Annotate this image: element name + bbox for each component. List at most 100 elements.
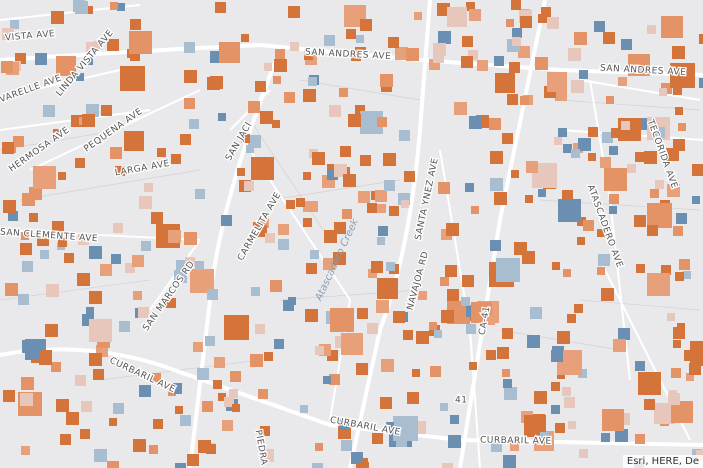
parcel-marker (609, 146, 618, 155)
parcel-marker (52, 221, 64, 233)
parcel-marker (465, 183, 474, 192)
parcel-marker (534, 391, 547, 404)
parcel-marker (638, 372, 661, 395)
parcel-marker (530, 307, 542, 319)
parcel-marker (647, 203, 672, 228)
parcel-marker (618, 77, 627, 86)
parcel-marker (329, 105, 341, 117)
parcel-marker (654, 403, 675, 424)
parcel-marker (673, 327, 685, 339)
parcel-marker (416, 331, 429, 344)
parcel-marker (671, 368, 681, 378)
parcel-marker (13, 136, 24, 147)
parcel-marker (647, 25, 656, 34)
parcel-marker (124, 131, 144, 151)
parcel-marker (351, 452, 363, 464)
parcel-marker (139, 196, 152, 209)
parcel-marker (296, 198, 305, 207)
parcel-marker (306, 263, 317, 274)
parcel-marker (356, 363, 368, 375)
parcel-marker (258, 389, 268, 399)
parcel-marker (692, 196, 700, 204)
parcel-marker (101, 105, 112, 116)
parcel-marker (635, 434, 645, 444)
parcel-marker (278, 239, 289, 250)
parcel-marker (157, 148, 166, 157)
parcel-marker (180, 134, 191, 145)
parcel-marker (613, 339, 626, 352)
parcel-marker (232, 404, 240, 412)
parcel-marker (673, 226, 683, 236)
parcel-marker (229, 389, 238, 398)
parcel-marker (312, 152, 325, 165)
parcel-marker (504, 387, 517, 400)
parcel-marker (153, 419, 163, 429)
parcel-marker (520, 96, 529, 105)
parcel-marker (274, 339, 284, 349)
parcel-marker (552, 262, 560, 270)
attribution: Esri, HERE, De (622, 455, 703, 468)
parcel-marker (221, 215, 232, 226)
parcel-marker (661, 16, 683, 38)
parcel-marker (588, 153, 596, 161)
parcel-marker (264, 63, 272, 71)
parcel-marker (60, 434, 71, 445)
street-label: SAN CLEMENTE AVE (0, 228, 98, 245)
parcel-marker (564, 397, 575, 408)
parcel-marker (5, 283, 18, 296)
parcel-marker (627, 164, 636, 173)
parcel-marker (522, 251, 535, 264)
parcel-marker (51, 11, 64, 24)
parcel-marker (274, 59, 287, 72)
parcel-marker (471, 206, 479, 214)
parcel-marker (360, 111, 383, 134)
parcel-marker (650, 189, 659, 198)
parcel-marker (75, 158, 85, 168)
parcel-marker (1, 61, 13, 73)
street-label: SAN ANDRES AVE (305, 48, 392, 63)
parcel-marker (237, 168, 245, 176)
parcel-marker (250, 354, 263, 367)
parcel-marker (571, 80, 584, 93)
parcel-marker (621, 121, 630, 130)
parcel-marker (315, 443, 323, 451)
parcel-marker (396, 436, 407, 447)
parcel-marker (37, 234, 49, 246)
parcel-marker (667, 184, 680, 197)
parcel-marker (628, 54, 650, 76)
parcel-marker (93, 41, 102, 50)
parcel-marker (380, 397, 392, 409)
parcel-marker (601, 288, 614, 301)
street-label: CARMELITA AVE (236, 191, 283, 263)
parcel-marker (230, 371, 241, 382)
parcel-marker (678, 123, 686, 131)
parcel-marker (340, 146, 351, 157)
parcel-marker (604, 168, 627, 191)
parcel-marker (171, 383, 182, 394)
parcel-marker (93, 369, 104, 380)
parcel-marker (300, 405, 308, 413)
parcel-marker (558, 128, 567, 137)
parcel-marker (210, 76, 223, 89)
parcel-marker (551, 350, 563, 362)
parcel-marker (346, 29, 356, 39)
parcel-marker (286, 200, 295, 209)
parcel-marker (175, 406, 183, 414)
parcel-marker (360, 155, 371, 166)
parcel-marker (672, 46, 685, 59)
parcel-marker (2, 142, 14, 154)
parcel-marker (270, 280, 282, 292)
parcel-marker (251, 157, 274, 180)
parcel-marker (22, 193, 35, 206)
street-label: SAN MARCOS RD (141, 259, 197, 333)
parcel-marker (86, 307, 94, 315)
parcel-marker (278, 224, 289, 235)
parcel-marker (635, 361, 645, 371)
parcel-marker (89, 246, 102, 259)
parcel-marker (222, 420, 233, 431)
parcel-marker (21, 446, 30, 455)
parcel-marker (35, 53, 47, 65)
parcel-marker (461, 297, 470, 306)
parcel-marker (86, 104, 99, 117)
parcel-marker (218, 113, 226, 121)
